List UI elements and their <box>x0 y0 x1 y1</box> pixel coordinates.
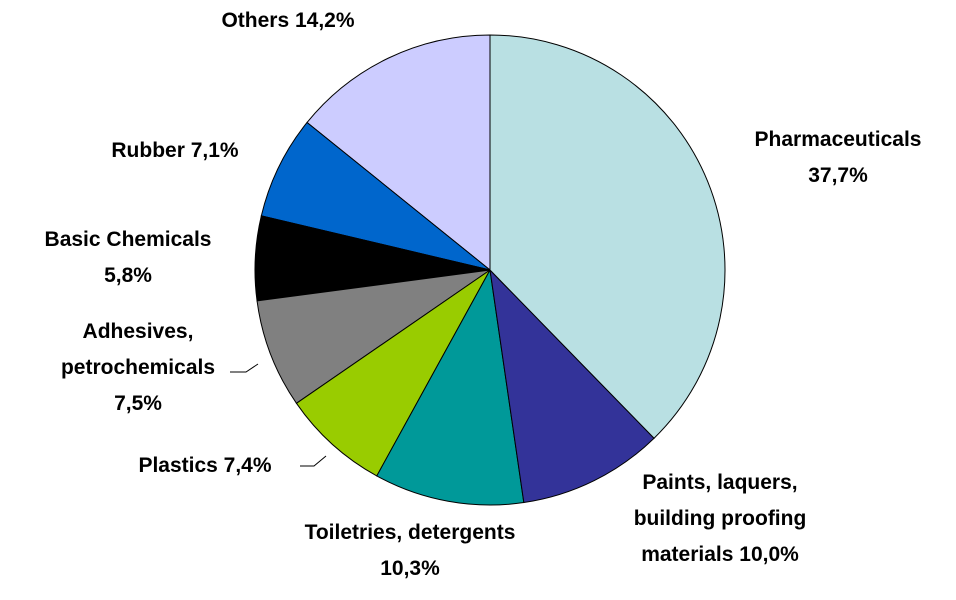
value-label: 10,3% <box>380 557 440 580</box>
value-label: 7,1% <box>190 139 239 162</box>
slice-label: Adhesives, petrochemicals 7,5% <box>38 314 238 422</box>
value-label: 7,4% <box>223 454 272 477</box>
value-label: 7,5% <box>114 392 162 415</box>
slice-label: Rubber 7,1% <box>55 133 295 169</box>
pie-slice <box>489 34 726 439</box>
value-label: 37,7% <box>808 164 868 187</box>
value-label: 14,2% <box>294 9 355 32</box>
category-label: Others <box>221 9 290 32</box>
pie-slice <box>306 34 491 272</box>
value-label: 10,0% <box>739 543 799 566</box>
leader-line <box>230 363 259 373</box>
pie-slice <box>489 268 655 504</box>
slice-label: Pharmaceuticals 37,7% <box>718 122 956 194</box>
category-label: Paints, laquers, building proofing mater… <box>633 471 807 566</box>
category-label: Toiletries, detergents <box>304 521 516 544</box>
pie-slice <box>256 269 491 405</box>
slice-label: Plastics 7,4% <box>95 448 315 484</box>
slice-label: Toiletries, detergents 10,3% <box>285 515 535 587</box>
slice-label: Paints, laquers, building proofing mater… <box>600 465 840 573</box>
category-label: Basic Chemicals <box>44 228 212 251</box>
slice-label: Basic Chemicals 5,8% <box>8 222 248 294</box>
pie-slice <box>295 269 491 477</box>
leader-line <box>300 455 327 467</box>
slice-label: Others 14,2% <box>168 3 408 39</box>
category-label: Rubber <box>111 139 185 162</box>
pie-slice <box>260 121 491 271</box>
category-label: Adhesives, petrochemicals <box>60 320 216 379</box>
pie-slice <box>376 268 525 506</box>
category-label: Plastics <box>138 454 218 477</box>
category-label: Pharmaceuticals <box>754 128 922 151</box>
value-label: 5,8% <box>104 264 152 287</box>
